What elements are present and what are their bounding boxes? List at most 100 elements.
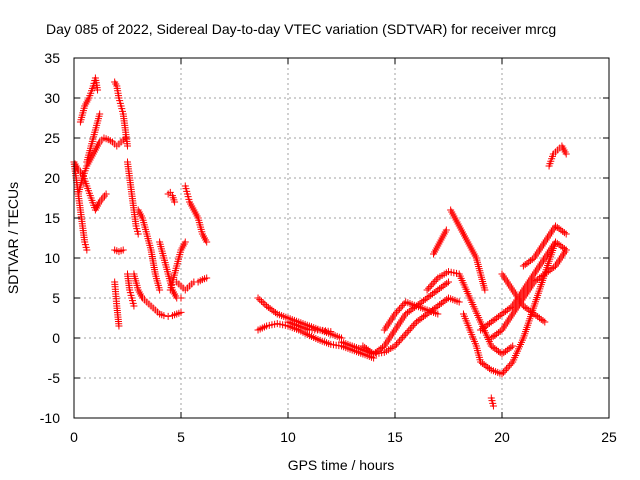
data-point-marker [541,270,549,278]
data-point-marker [509,342,517,350]
data-point-marker [94,86,102,94]
y-tick-label: 0 [52,330,60,346]
data-point-marker [552,238,559,246]
data-point-marker [412,318,420,326]
data-point-marker [502,307,510,315]
data-point-marker [482,322,490,330]
data-point-marker [391,342,399,350]
data-point-marker [559,243,567,251]
data-point-marker [399,301,407,309]
y-tick-label: 20 [44,170,60,186]
data-point-marker [503,346,511,354]
data-point-marker [261,300,269,308]
data-point-marker [498,370,506,378]
data-point-marker [527,257,535,265]
data-point-marker [484,363,492,371]
y-tick-label: -5 [48,370,61,386]
data-point-marker [264,303,272,311]
data-point-marker [504,363,512,371]
data-point-marker [373,347,381,355]
data-point-marker [560,229,568,237]
x-tick-label: 10 [280,429,296,445]
data-point-marker [396,337,404,345]
data-point-marker [455,298,463,306]
data-point-marker [494,313,502,321]
data-point-marker [405,327,413,335]
data-point-marker [478,325,486,333]
data-point-marker [361,343,369,351]
data-point-marker [430,305,438,313]
y-tick-label: 15 [44,210,60,226]
data-point-marker [124,142,131,150]
data-point-marker [477,326,485,334]
data-point-marker [83,246,91,254]
data-point-marker [403,328,411,336]
data-point-marker [102,190,110,198]
data-point-marker [396,305,404,313]
data-point-marker [431,277,439,285]
data-point-marker [502,347,510,355]
data-point-marker [164,312,172,320]
x-axis-label: GPS time / hours [288,457,395,473]
data-point-marker [375,346,383,354]
data-point-marker [541,318,549,326]
data-point-marker [537,273,545,281]
data-point-marker [416,315,424,323]
data-point-marker [530,310,538,318]
data-point-marker [503,365,511,373]
data-point-marker [534,275,542,283]
data-point-marker [532,277,540,285]
data-point-marker [434,302,442,310]
data-point-marker [552,222,559,230]
data-point-marker [482,362,490,370]
data-point-marker [400,332,408,340]
data-point-marker [494,347,502,355]
data-point-marker [498,350,506,358]
data-point-marker [399,333,407,341]
x-tick-label: 15 [387,429,403,445]
data-point-marker [535,274,543,282]
chart-title: Day 085 of 2022, Sidereal Day-to-day VTE… [46,21,556,37]
data-point-marker [548,265,556,273]
data-point-marker [177,294,185,302]
data-point-marker [418,298,426,306]
data-point-marker [96,110,104,118]
data-point-marker [537,315,545,323]
data-point-marker [426,283,434,291]
plot-frame [73,57,610,419]
data-point-marker [406,325,414,333]
data-point-marker [425,284,433,292]
data-point-marker [544,267,552,275]
data-point-marker [421,311,429,319]
data-point-marker [532,311,540,319]
data-point-marker [523,259,531,267]
data-point-marker [379,343,387,351]
data-point-marker [421,295,429,303]
data-point-marker [439,282,447,290]
data-point-marker [500,349,508,357]
data-point-marker [489,343,497,351]
data-point-marker [428,290,436,298]
data-point-marker [359,342,367,350]
data-point-marker [546,266,554,274]
data-point-marker [257,297,265,305]
data-point-marker [397,335,405,343]
data-point-marker [405,307,413,315]
data-point-marker [371,349,379,357]
data-point-marker [420,313,428,321]
data-point-marker [528,255,536,263]
data-point-marker [481,286,489,294]
y-tick-label: 35 [44,50,60,66]
data-point-marker [420,297,428,305]
data-point-marker [477,358,485,366]
data-point-marker [494,329,502,337]
data-point-marker [268,306,276,314]
data-point-marker [434,286,442,294]
data-point-marker [394,307,402,315]
data-point-marker [272,309,280,317]
data-point-marker [500,368,508,376]
x-tick-label: 20 [494,429,510,445]
data-point-marker [425,293,433,301]
data-point-marker [428,281,436,289]
